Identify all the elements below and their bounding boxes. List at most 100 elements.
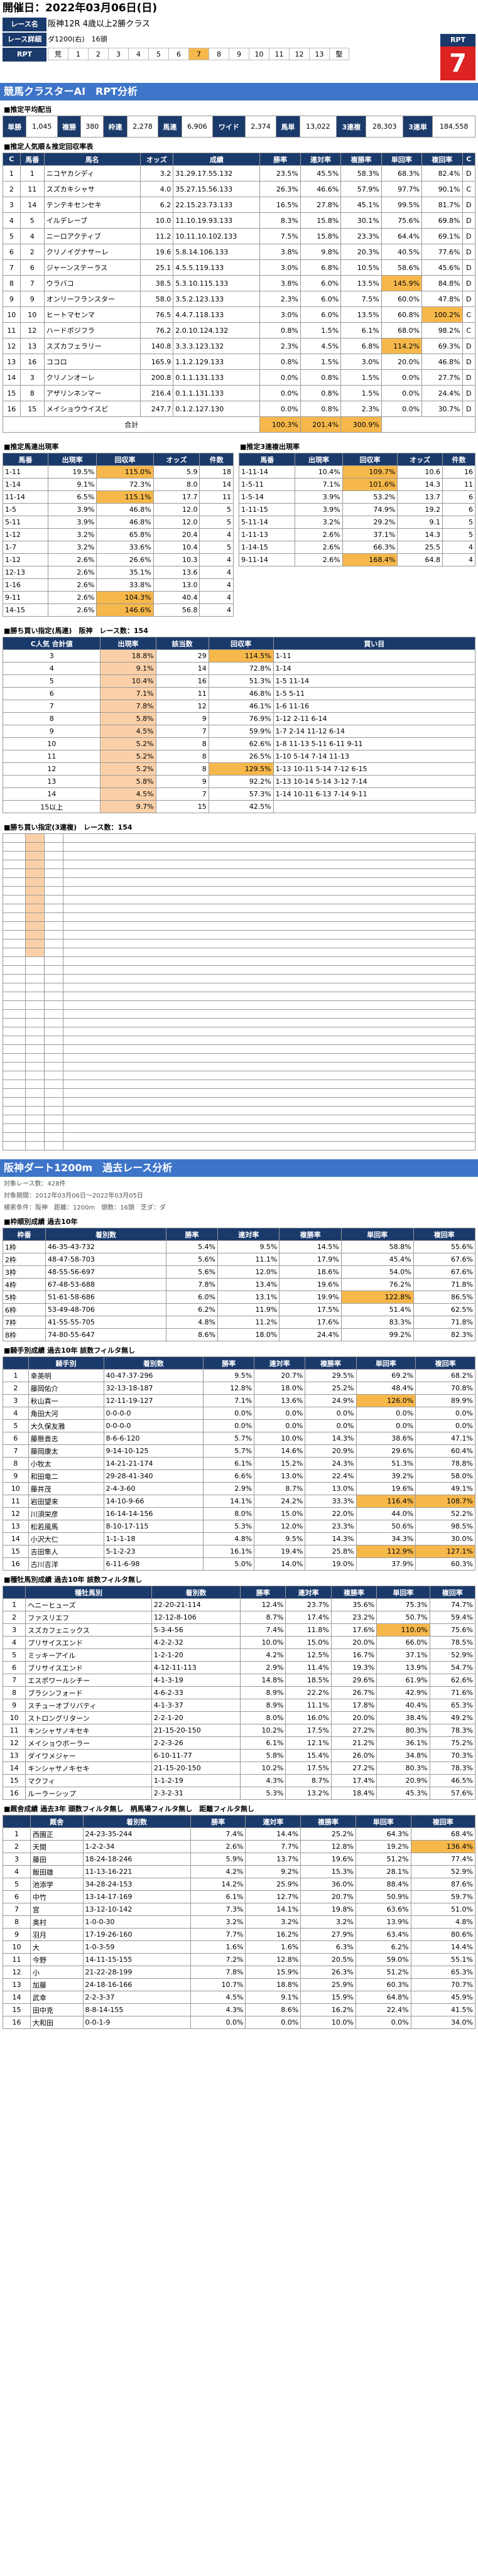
table-cell: 38.4% <box>376 1711 430 1724</box>
table-cell <box>63 1036 475 1045</box>
table-row: 5-11 3.9% 46.8% 12.0 5 <box>3 516 234 529</box>
table-cell: 16.5% <box>259 197 301 213</box>
table-cell: 19.4% <box>254 1545 306 1558</box>
table-cell: 71.8% <box>413 1278 476 1291</box>
table-cell: 5-11 <box>3 516 48 529</box>
waku-table: 枠番 着別数 勝率 連対率 複勝率 単回率 複回率 1枠 46-35-43-732 5.4% 9.5… <box>3 1228 476 1341</box>
table-cell: 23.7% <box>285 1598 332 1611</box>
table-cell: 5.2% <box>100 762 156 776</box>
table-cell: 9 <box>3 1928 31 1941</box>
column-header: 単回率 <box>376 1586 430 1599</box>
table-cell: 45.4% <box>340 1253 414 1266</box>
table-cell: 66.3% <box>342 541 398 554</box>
table-cell: 15 <box>3 385 21 401</box>
column-header: 出現率 <box>47 453 97 466</box>
table-cell <box>44 877 63 887</box>
table-cell: 4 <box>3 1865 31 1878</box>
table-cell: 3.8% <box>259 275 301 291</box>
table-cell <box>3 965 26 975</box>
table-cell: 6 <box>3 1432 29 1445</box>
table-cell: 7 <box>3 1903 31 1916</box>
table-cell: 13.0% <box>305 1482 357 1495</box>
table-cell: 77.4% <box>410 1853 476 1866</box>
table-cell: 1-13 10-14 5-14 3-12 7-14 <box>273 775 476 788</box>
column-header: 複勝率 <box>300 1815 356 1828</box>
rpt-scale-cell: 堅 <box>329 48 349 60</box>
table-row: 9 9 オンリーフランスター 58.0 3.5.2.123.133 2.3% 6.0% 7.5… <box>3 291 476 307</box>
table-cell: 62.6% <box>208 737 274 750</box>
table-cell <box>63 877 475 887</box>
table-cell: 15.2% <box>254 1457 306 1470</box>
table-row: 3 秋山真一 12-11-19-127 7.1% 13.6% 24.9% 126.0% 89.… <box>3 1394 475 1407</box>
table-cell: 2枠 <box>3 1253 46 1266</box>
table-cell: 18.0% <box>217 1328 280 1341</box>
table-row: 9-11-14 2.6% 168.4% 64.8 4 <box>238 553 475 566</box>
table-cell: ココロ <box>43 354 141 370</box>
table-cell <box>63 1123 475 1133</box>
table-cell: 46.8% <box>421 354 463 370</box>
table-header-row: 騎手別 着別数 勝率 連対率 複勝率 単回率 複回率 <box>3 1356 475 1370</box>
table-row: 8 奥村 1-0-0-30 3.2% 3.2% 3.2% 13.9% 4.8% <box>3 1915 476 1929</box>
table-cell: 3 <box>3 1853 31 1866</box>
table-cell: 1-10 5-14 7-14 11-13 <box>273 750 476 763</box>
table-cell: C <box>462 181 476 197</box>
table-cell: 0.8% <box>300 369 342 386</box>
column-header <box>3 1815 31 1828</box>
avg-col-header: ワイド <box>212 116 246 138</box>
column-header: 馬番 <box>238 453 296 466</box>
table-cell: 2.6% <box>295 528 343 541</box>
rpt-box-label: RPT <box>440 34 475 46</box>
table-cell: 14.5% <box>279 1240 342 1253</box>
table-row <box>3 1018 475 1027</box>
table-cell: 10.0% <box>254 1432 306 1445</box>
rpt-scale: 荒 1 2 3 4 5 6 7 8 9 10 11 12 13 堅 <box>48 48 349 60</box>
table-cell: 6 <box>2 1661 26 1674</box>
table-cell: 104.3% <box>96 591 154 604</box>
table-cell: 13.1% <box>217 1291 280 1304</box>
table-cell: オンリーフランスター <box>43 291 141 307</box>
table-cell: 4.3% <box>240 1774 286 1787</box>
table-cell <box>44 1062 63 1071</box>
table-cell: 2.6% <box>47 603 97 617</box>
table-cell: 4.5% <box>100 725 156 738</box>
table-cell: 0.0% <box>381 369 423 386</box>
table-cell: D <box>462 259 476 276</box>
table-cell: 17.6% <box>279 1316 342 1329</box>
table-cell <box>3 833 26 843</box>
table-cell: ウラバコ <box>43 275 141 291</box>
table-row <box>3 921 475 931</box>
table-cell <box>63 1071 475 1080</box>
table-cell: 18.0% <box>254 1382 306 1395</box>
table-cell: エスポワールシチー <box>25 1674 152 1687</box>
table-cell: 6.0% <box>300 306 342 323</box>
table-cell: 35.27.15.56.133 <box>173 181 261 197</box>
table-cell: 7 <box>155 787 209 801</box>
table-cell: 8.3% <box>259 212 301 229</box>
table-cell: 68.3% <box>381 165 423 181</box>
table-cell: 12.8% <box>203 1382 255 1395</box>
table-cell: 4 <box>19 228 45 244</box>
table-cell: 60.4% <box>415 1444 475 1458</box>
table-row: 5 4 ニーロアクティブ 11.2 10.11.10.102.133 7.5% 15.8% 2… <box>3 228 476 244</box>
table-cell: 3.5.2.123.133 <box>173 291 261 307</box>
table-cell: 1-5-11 <box>238 478 296 491</box>
table-cell <box>3 974 26 983</box>
table-cell <box>63 833 475 843</box>
table-cell: 1.5% <box>300 354 342 370</box>
table-cell: 129.5% <box>208 762 274 776</box>
table-row <box>3 904 475 913</box>
table-cell <box>3 930 26 939</box>
table-cell: 7 <box>155 725 209 738</box>
table-cell: 200.8 <box>139 369 174 386</box>
table-cell: 14 <box>3 1991 31 2004</box>
table-cell <box>25 1071 45 1080</box>
table-cell: 17.4% <box>285 1611 332 1624</box>
table-row: 3 18.8% 29 114.5% 1-11 <box>2 649 476 663</box>
table-cell: 5枠 <box>3 1291 46 1304</box>
table-cell: 20.5% <box>300 1953 356 1966</box>
table-cell: 加藤 <box>30 1978 84 1991</box>
table-cell <box>44 921 63 931</box>
table-cell: 4 <box>199 528 234 541</box>
table-cell: 4.5% <box>190 1991 246 2004</box>
table-cell <box>63 851 475 860</box>
